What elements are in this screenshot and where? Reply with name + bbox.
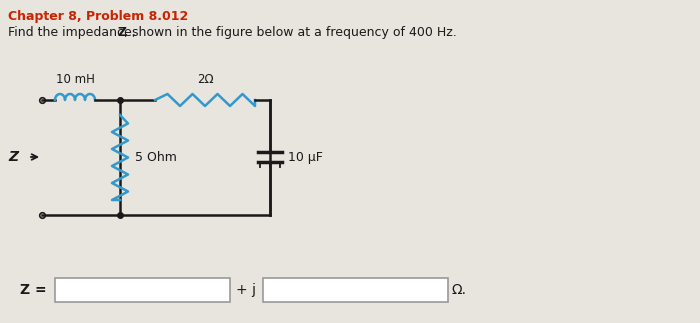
- Text: Find the impedance,: Find the impedance,: [8, 26, 140, 39]
- Text: Z: Z: [8, 150, 18, 164]
- Text: 10 mH: 10 mH: [55, 73, 94, 86]
- Text: + j: + j: [236, 283, 256, 297]
- Text: Ω.: Ω.: [452, 283, 467, 297]
- FancyBboxPatch shape: [263, 278, 448, 302]
- Text: Z =: Z =: [20, 283, 47, 297]
- Text: Chapter 8, Problem 8.012: Chapter 8, Problem 8.012: [8, 10, 188, 23]
- Text: 10 μF: 10 μF: [288, 151, 323, 163]
- Text: 5 Ohm: 5 Ohm: [135, 151, 177, 164]
- FancyBboxPatch shape: [55, 278, 230, 302]
- Text: , shown in the figure below at a frequency of 400 Hz.: , shown in the figure below at a frequen…: [124, 26, 456, 39]
- Text: 2Ω: 2Ω: [197, 73, 214, 86]
- Text: Z: Z: [118, 26, 127, 39]
